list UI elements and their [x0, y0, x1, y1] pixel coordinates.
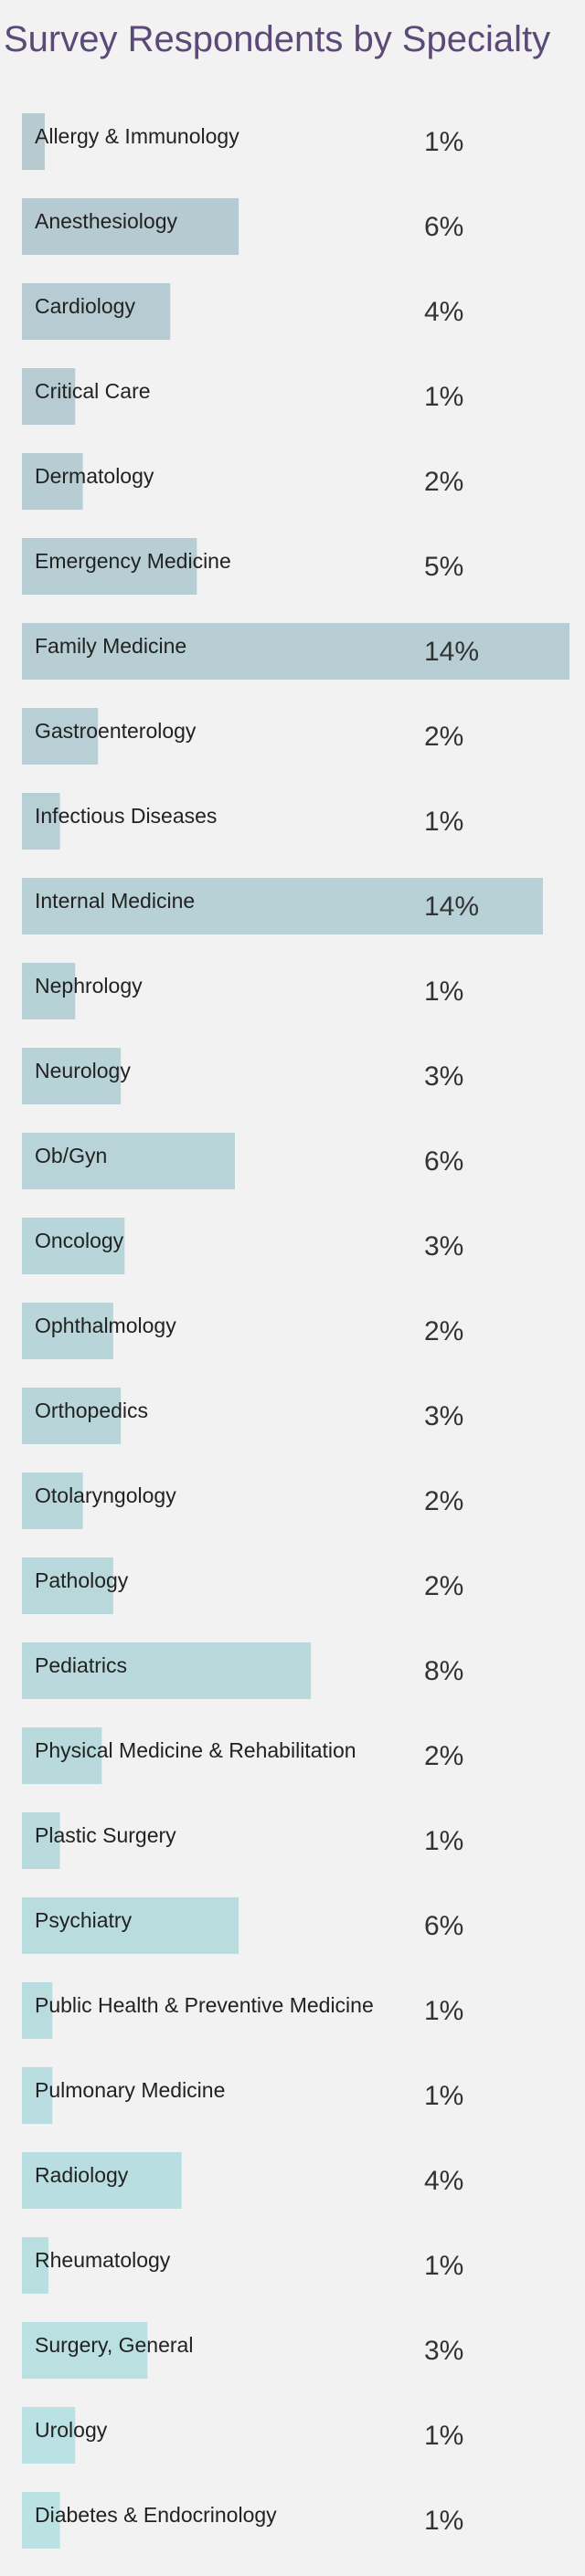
category-label: Infectious Diseases	[35, 804, 217, 828]
bar	[22, 368, 76, 425]
value-label: 1%	[424, 2251, 463, 2281]
bar	[22, 1897, 239, 1954]
category-label: Cardiology	[35, 294, 135, 318]
value-label: 8%	[424, 1656, 463, 1686]
bar	[22, 878, 543, 934]
value-label: 6%	[424, 1911, 463, 1941]
value-label: 3%	[424, 1401, 463, 1431]
value-label: 2%	[424, 1486, 463, 1516]
category-label: Diabetes & Endocrinology	[35, 2503, 277, 2527]
value-label: 14%	[424, 892, 479, 922]
category-label: Ophthalmology	[35, 1314, 176, 1337]
value-label: 2%	[424, 1571, 463, 1601]
category-label: Critical Care	[35, 379, 151, 403]
value-label: 6%	[424, 1146, 463, 1177]
category-label: Emergency Medicine	[35, 549, 231, 573]
value-label: 1%	[424, 2421, 463, 2451]
value-label: 14%	[424, 637, 479, 667]
category-label: Pediatrics	[35, 1653, 127, 1677]
value-label: 1%	[424, 977, 463, 1007]
category-label: Neurology	[35, 1059, 131, 1082]
category-label: Plastic Surgery	[35, 1823, 176, 1847]
bar	[22, 963, 76, 1019]
bar	[22, 1982, 53, 2039]
bar	[22, 2067, 53, 2124]
category-label: Ob/Gyn	[35, 1144, 107, 1167]
value-label: 2%	[424, 1741, 463, 1771]
category-label: Gastroenterology	[35, 719, 197, 743]
category-label: Anesthesiology	[35, 209, 177, 233]
bar	[22, 2152, 182, 2209]
value-label: 3%	[424, 2336, 463, 2366]
value-label: 4%	[424, 2166, 463, 2196]
category-label: Public Health & Preventive Medicine	[35, 1993, 374, 2017]
category-label: Psychiatry	[35, 1908, 133, 1932]
bar	[22, 2407, 76, 2464]
value-label: 3%	[424, 1231, 463, 1262]
bar	[22, 1812, 60, 1869]
bar	[22, 453, 83, 510]
value-label: 2%	[424, 467, 463, 497]
value-label: 1%	[424, 1826, 463, 1856]
value-label: 2%	[424, 1316, 463, 1346]
bar	[22, 793, 60, 850]
category-label: Family Medicine	[35, 634, 186, 658]
category-label: Surgery, General	[35, 2333, 193, 2357]
bar	[22, 1727, 102, 1784]
value-label: 4%	[424, 297, 463, 327]
bar	[22, 113, 45, 170]
category-label: Nephrology	[35, 974, 143, 998]
category-label: Physical Medicine & Rehabilitation	[35, 1738, 356, 1762]
bar	[22, 2322, 148, 2379]
bar	[22, 1218, 125, 1274]
category-label: Internal Medicine	[35, 889, 195, 913]
value-label: 1%	[424, 127, 463, 157]
value-label: 1%	[424, 1996, 463, 2026]
category-label: Otolaryngology	[35, 1483, 176, 1507]
value-label: 1%	[424, 2081, 463, 2111]
value-label: 5%	[424, 552, 463, 582]
bar	[22, 2237, 49, 2294]
category-label: Dermatology	[35, 464, 154, 488]
bar	[22, 198, 239, 255]
category-label: Oncology	[35, 1229, 124, 1252]
bar	[22, 1303, 113, 1359]
bar	[22, 283, 171, 340]
category-label: Radiology	[35, 2163, 129, 2187]
bar	[22, 1388, 122, 1444]
value-label: 1%	[424, 807, 463, 837]
category-label: Pulmonary Medicine	[35, 2078, 225, 2102]
bar	[22, 1133, 235, 1189]
value-label: 3%	[424, 1061, 463, 1092]
bar	[22, 623, 570, 680]
value-label: 6%	[424, 212, 463, 242]
category-label: Rheumatology	[35, 2248, 171, 2272]
category-label: Allergy & Immunology	[35, 124, 239, 148]
bar	[22, 708, 99, 765]
bar	[22, 538, 197, 595]
value-label: 1%	[424, 382, 463, 412]
bar	[22, 1048, 122, 1104]
bar	[22, 1642, 312, 1699]
value-label: 2%	[424, 722, 463, 752]
bar	[22, 1557, 113, 1614]
category-label: Pathology	[35, 1568, 129, 1592]
bar	[22, 1473, 83, 1529]
chart-title: Survey Respondents by Specialty	[4, 19, 550, 59]
value-label: 1%	[424, 2506, 463, 2536]
bar	[22, 2492, 60, 2549]
category-label: Urology	[35, 2418, 108, 2442]
category-label: Orthopedics	[35, 1399, 148, 1422]
